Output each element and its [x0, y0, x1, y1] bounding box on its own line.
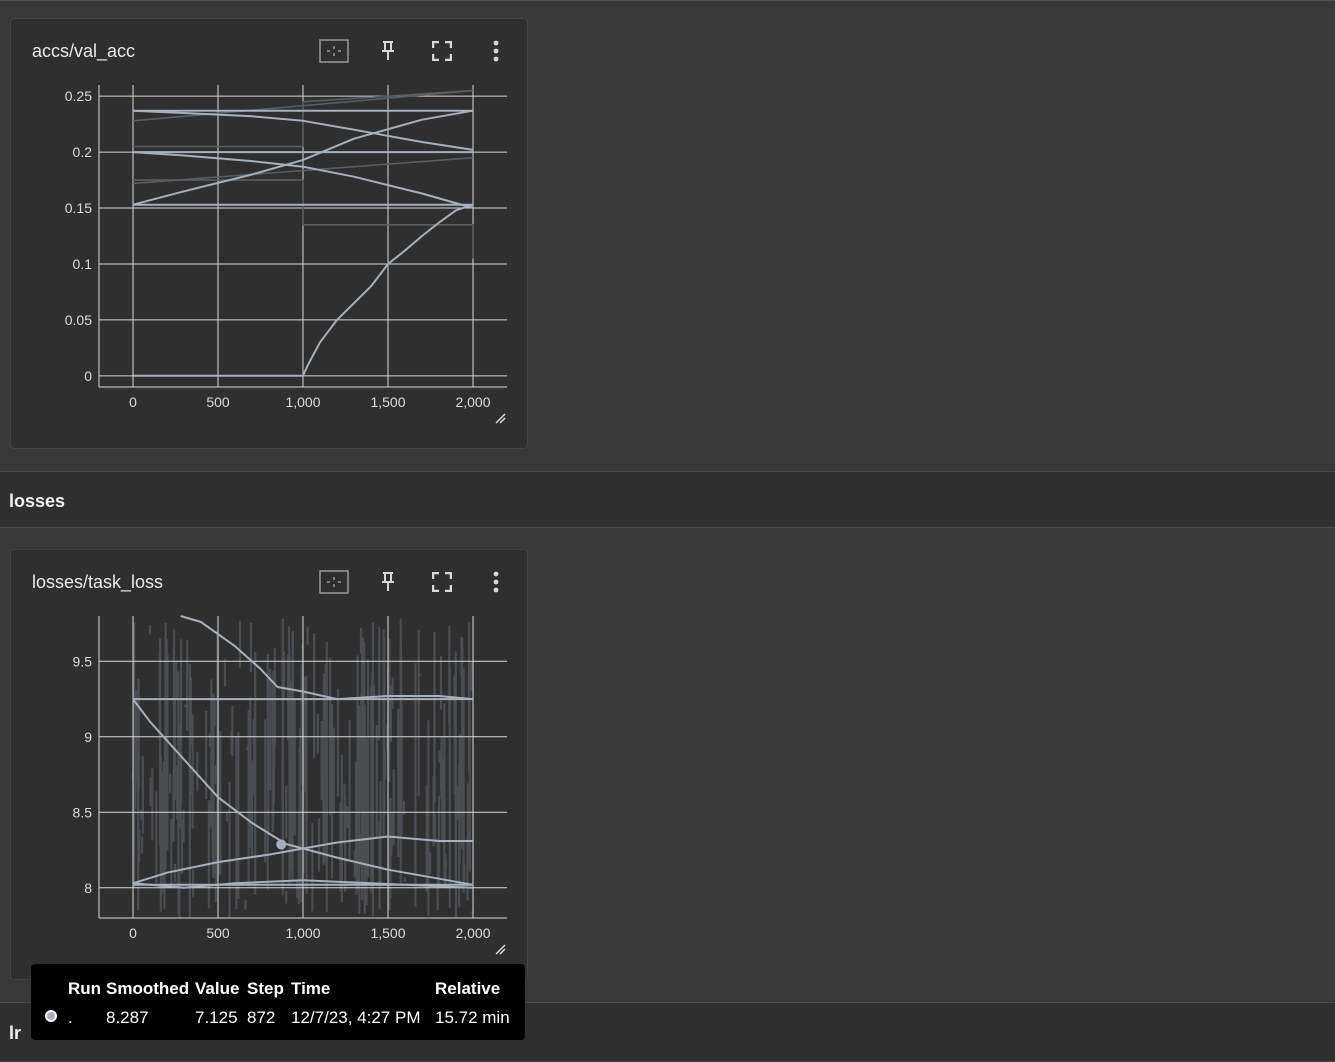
fit-domain-icon[interactable]: [318, 35, 350, 67]
tooltip-header-step: Step: [247, 979, 284, 998]
more-vert-icon[interactable]: [480, 35, 512, 67]
raw-series-line: [132, 89, 474, 122]
raw-series-line: [133, 179, 474, 259]
pin-icon[interactable]: [372, 35, 404, 67]
x-tick-label: 2,000: [455, 394, 490, 410]
chart-card-val-acc: accs/val_acc 0 500 1,000 1,500 2,000 0 0.05 0.1…: [10, 18, 528, 449]
tooltip-smoothed: 8.287: [106, 1008, 149, 1027]
fullscreen-icon[interactable]: [426, 35, 458, 67]
y-tick-label: 0.1: [73, 256, 93, 272]
x-tick-label: 1,500: [370, 394, 405, 410]
y-tick-label: 0.2: [73, 144, 93, 160]
raw-noise-band: [131, 618, 474, 918]
y-tick-label: 0.15: [65, 200, 92, 216]
series-line: [132, 109, 474, 151]
series-line: [132, 879, 474, 889]
pin-icon[interactable]: [372, 566, 404, 598]
tooltip-step: 872: [247, 1008, 276, 1027]
section-label: lr: [9, 1023, 22, 1043]
x-tick-label: 2,000: [455, 925, 490, 941]
top-divider: [0, 0, 1335, 1]
more-vert-icon[interactable]: [480, 566, 512, 598]
tooltip-header-run: Run: [68, 979, 102, 998]
chart-tooltip: Run Smoothed Value Step Time Relative . …: [31, 964, 525, 1040]
tooltip-header-time: Time: [291, 979, 331, 998]
task-loss-chart[interactable]: 0 500 1,000 1,500 2,000 8 8.5 9 9.5: [11, 550, 529, 981]
highlight-point: [276, 839, 287, 850]
fit-domain-icon[interactable]: [318, 566, 350, 598]
chart-title: accs/val_acc: [32, 41, 136, 61]
tooltip-header-smoothed: Smoothed: [106, 979, 190, 998]
tooltip-header-relative: Relative: [435, 979, 501, 998]
x-tick-label: 1,500: [370, 925, 405, 941]
section-header-losses[interactable]: losses: [0, 471, 1335, 528]
x-tick-label: 1,000: [285, 925, 320, 941]
y-tick-label: 8.5: [73, 804, 93, 820]
raw-series-line: [133, 89, 474, 148]
x-tick-label: 0: [129, 925, 137, 941]
x-tick-label: 1,000: [285, 394, 320, 410]
x-tick-label: 500: [206, 394, 230, 410]
tooltip-time: 12/7/23, 4:27 PM: [291, 1008, 421, 1027]
x-tick-label: 500: [206, 925, 230, 941]
resize-handle-icon[interactable]: [493, 411, 507, 425]
val-acc-chart[interactable]: 0 500 1,000 1,500 2,000 0 0.05 0.1 0.15 0.2 0.25: [11, 19, 529, 450]
series-line: [132, 835, 473, 885]
y-tick-label: 9: [84, 729, 92, 745]
tooltip-relative: 15.72 min: [435, 1008, 510, 1027]
run-color-swatch: [45, 1010, 57, 1022]
section-label: losses: [9, 491, 66, 511]
tooltip-run: .: [68, 1008, 73, 1027]
y-tick-label: 0: [84, 368, 92, 384]
series-line: [180, 615, 474, 701]
chart-title: losses/task_loss: [32, 572, 164, 592]
chart-card-task-loss: losses/task_loss 0 500 1,000 1,500 2,000 8 8.5…: [10, 549, 528, 980]
series-line: [132, 151, 474, 209]
raw-series-line: [132, 156, 474, 185]
series-line: [132, 109, 474, 206]
y-tick-label: 8: [84, 880, 92, 896]
y-tick-label: 0.25: [65, 88, 92, 104]
fullscreen-icon[interactable]: [426, 566, 458, 598]
x-tick-label: 0: [129, 394, 137, 410]
series-line: [302, 203, 474, 377]
y-tick-label: 9.5: [73, 653, 93, 669]
resize-handle-icon[interactable]: [493, 942, 507, 956]
tooltip-header-value: Value: [195, 979, 240, 998]
y-tick-label: 0.05: [65, 312, 92, 328]
tooltip-value: 7.125: [195, 1008, 238, 1027]
